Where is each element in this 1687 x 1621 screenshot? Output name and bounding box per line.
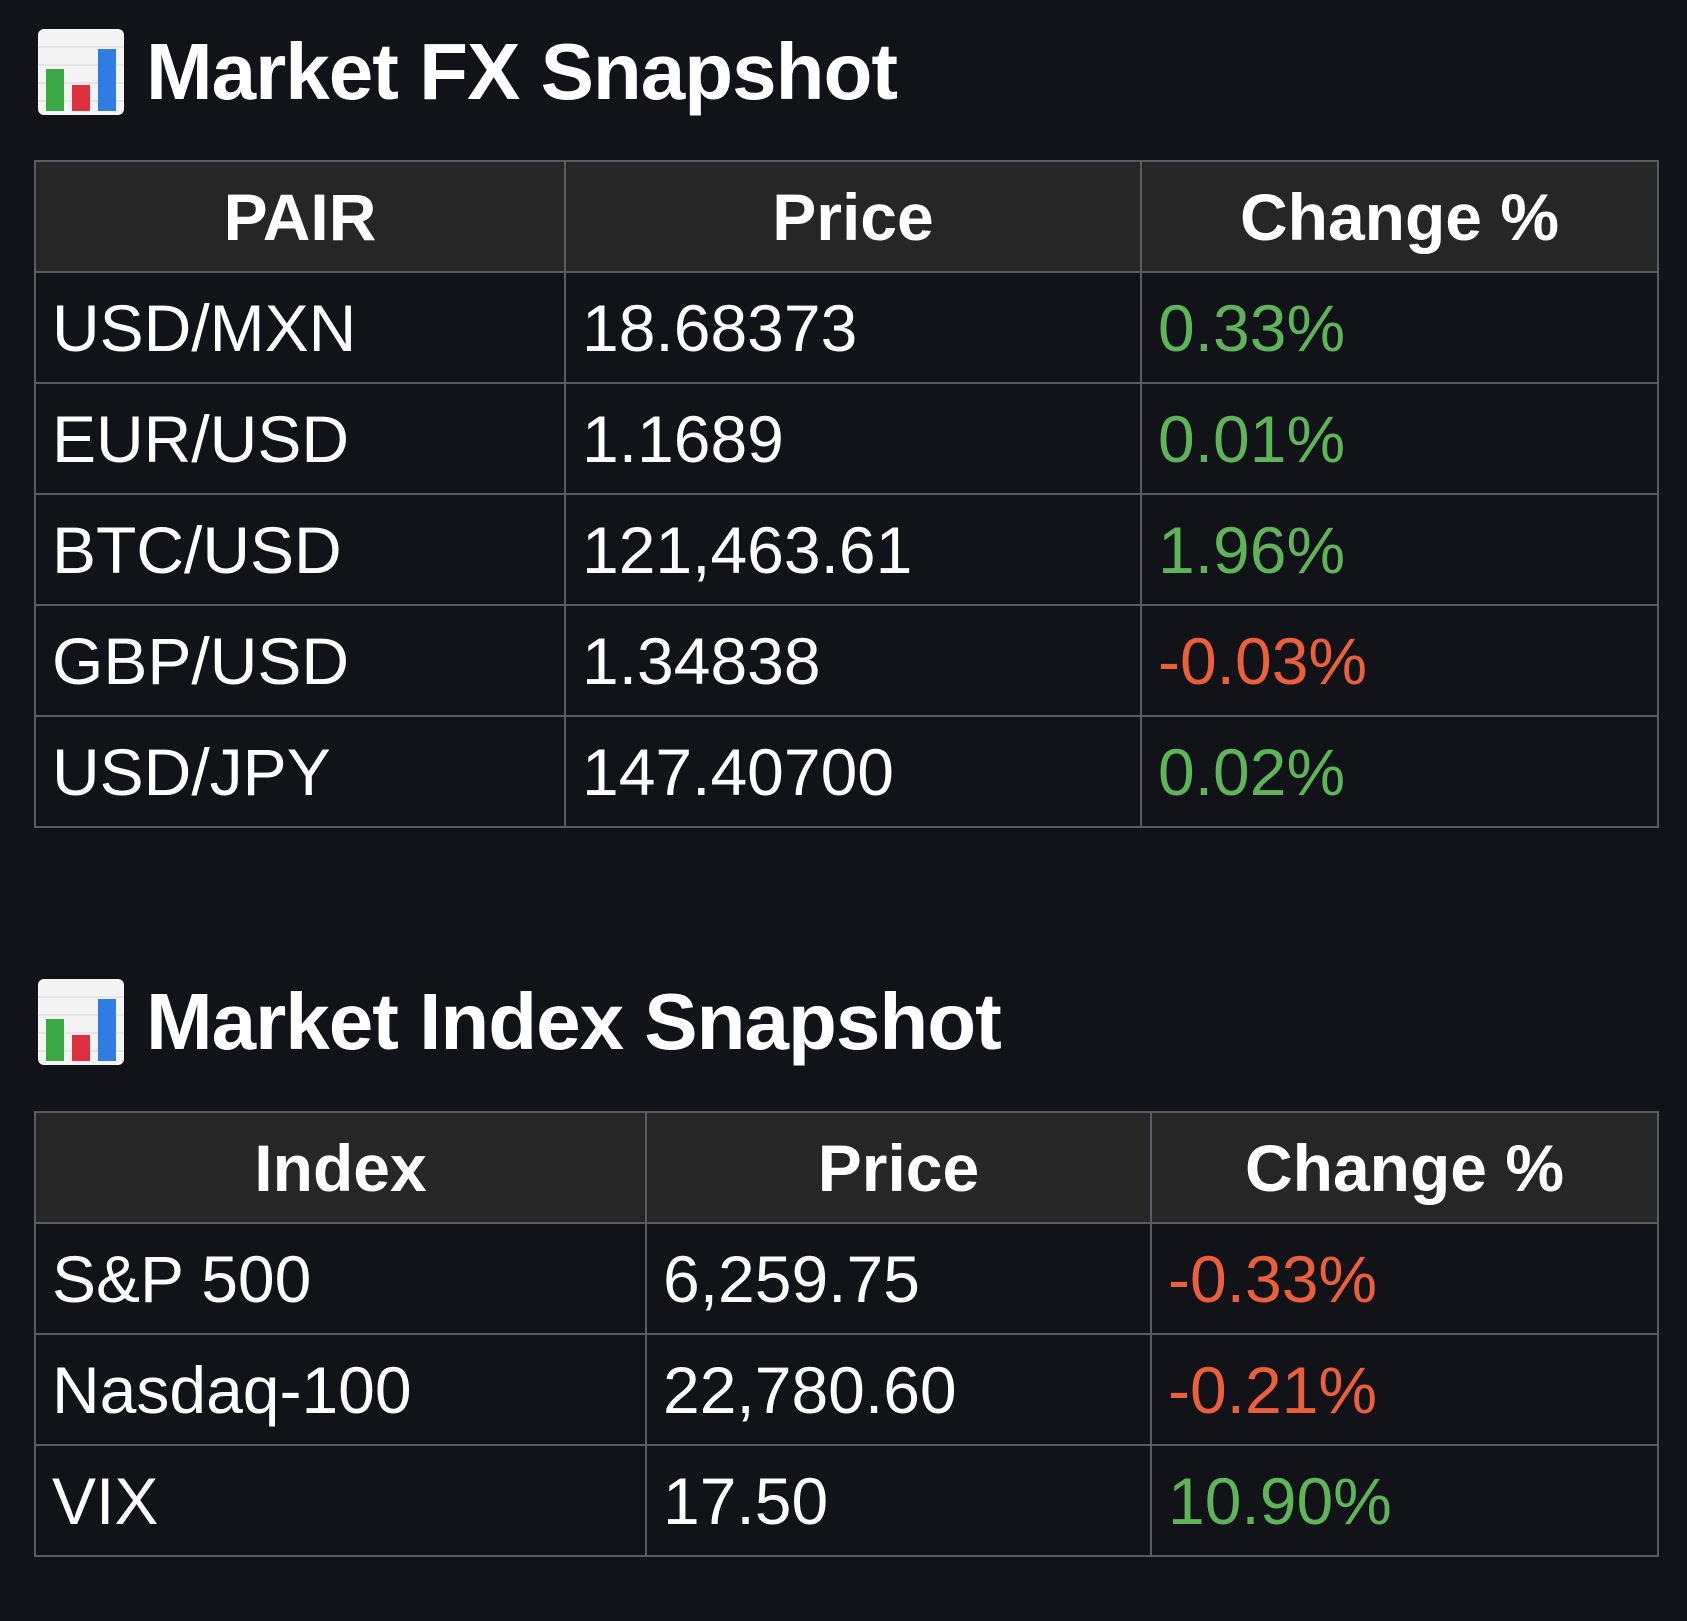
bar-chart-icon bbox=[38, 29, 124, 115]
index-name-cell: S&P 500 bbox=[34, 1222, 647, 1335]
price-cell: 147.40700 bbox=[564, 715, 1142, 828]
index-name-cell: Nasdaq-100 bbox=[34, 1333, 647, 1446]
price-cell: 17.50 bbox=[645, 1444, 1152, 1557]
price-cell: 6,259.75 bbox=[645, 1222, 1152, 1335]
change-cell: 1.96% bbox=[1140, 493, 1659, 606]
table-row: S&P 500 6,259.75 -0.33% bbox=[34, 1222, 1659, 1335]
column-header-change: Change % bbox=[1150, 1111, 1659, 1224]
change-cell: -0.03% bbox=[1140, 604, 1659, 717]
fx-table: PAIR Price Change % USD/MXN 18.68373 0.3… bbox=[34, 160, 1659, 828]
change-cell: 0.33% bbox=[1140, 271, 1659, 384]
change-cell: -0.33% bbox=[1150, 1222, 1659, 1335]
table-row: USD/JPY 147.40700 0.02% bbox=[34, 715, 1659, 828]
change-cell: 10.90% bbox=[1150, 1444, 1659, 1557]
table-row: Nasdaq-100 22,780.60 -0.21% bbox=[34, 1333, 1659, 1446]
index-section-header: Market Index Snapshot bbox=[36, 972, 1002, 1072]
table-row: EUR/USD 1.1689 0.01% bbox=[34, 382, 1659, 495]
page-title: Market FX Snapshot bbox=[146, 27, 898, 116]
fx-section-header: Market FX Snapshot bbox=[36, 22, 898, 122]
pair-cell: GBP/USD bbox=[34, 604, 566, 717]
section-title: Market Index Snapshot bbox=[146, 977, 1002, 1066]
change-cell: 0.02% bbox=[1140, 715, 1659, 828]
column-header-pair: PAIR bbox=[34, 160, 566, 273]
price-cell: 22,780.60 bbox=[645, 1333, 1152, 1446]
table-header-row: PAIR Price Change % bbox=[34, 160, 1659, 273]
pair-cell: USD/JPY bbox=[34, 715, 566, 828]
column-header-price: Price bbox=[564, 160, 1142, 273]
index-name-cell: VIX bbox=[34, 1444, 647, 1557]
price-cell: 1.1689 bbox=[564, 382, 1142, 495]
price-cell: 1.34838 bbox=[564, 604, 1142, 717]
table-header-row: Index Price Change % bbox=[34, 1111, 1659, 1224]
pair-cell: EUR/USD bbox=[34, 382, 566, 495]
price-cell: 121,463.61 bbox=[564, 493, 1142, 606]
change-cell: -0.21% bbox=[1150, 1333, 1659, 1446]
pair-cell: BTC/USD bbox=[34, 493, 566, 606]
column-header-index: Index bbox=[34, 1111, 647, 1224]
table-row: GBP/USD 1.34838 -0.03% bbox=[34, 604, 1659, 717]
table-row: USD/MXN 18.68373 0.33% bbox=[34, 271, 1659, 384]
price-cell: 18.68373 bbox=[564, 271, 1142, 384]
table-row: BTC/USD 121,463.61 1.96% bbox=[34, 493, 1659, 606]
column-header-price: Price bbox=[645, 1111, 1152, 1224]
pair-cell: USD/MXN bbox=[34, 271, 566, 384]
bar-chart-icon bbox=[38, 979, 124, 1065]
table-row: VIX 17.50 10.90% bbox=[34, 1444, 1659, 1557]
column-header-change: Change % bbox=[1140, 160, 1659, 273]
change-cell: 0.01% bbox=[1140, 382, 1659, 495]
index-table: Index Price Change % S&P 500 6,259.75 -0… bbox=[34, 1111, 1659, 1557]
